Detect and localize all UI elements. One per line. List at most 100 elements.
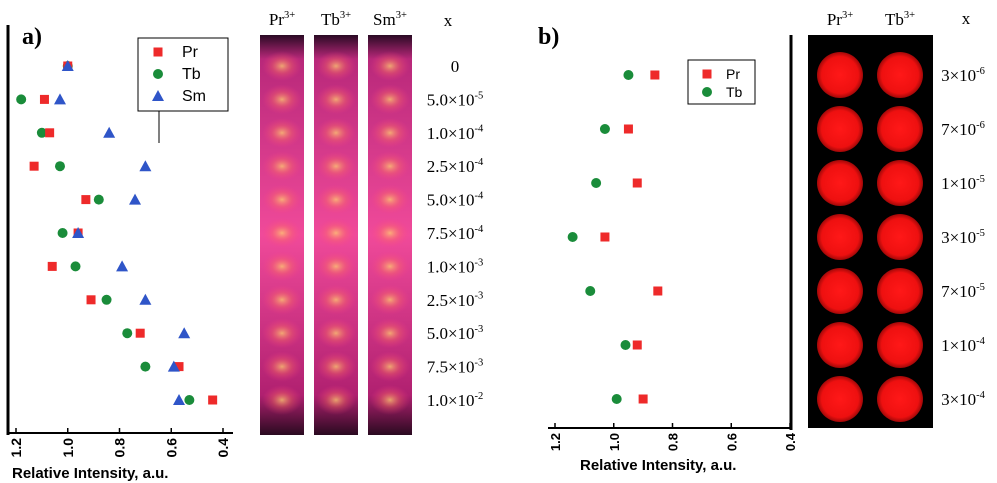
photo-dot-b-tb <box>877 106 923 152</box>
concentration-labels-b: 3×10-6 7×10-6 1×10-5 3×10-5 7×10-5 1×10-4 3×10… <box>941 66 986 409</box>
photo-well-a <box>316 84 356 115</box>
photo-well-a <box>370 351 410 382</box>
legend-marker-b-tb <box>702 87 712 97</box>
point-a-tb <box>140 361 151 372</box>
point-b-pr <box>600 232 610 242</box>
legend-label-a: Pr <box>182 44 199 61</box>
x-axis-label-a: Relative Intensity, a.u. <box>12 465 168 482</box>
point-a-sm <box>139 160 152 172</box>
photo-well-a <box>316 151 356 182</box>
point-a-tb <box>16 94 27 105</box>
point-a-tb <box>70 261 81 272</box>
point-a-pr <box>45 128 55 138</box>
x-ticks-a: 1.2 1.0 0.8 0.6 0.4 <box>8 428 231 457</box>
column-header-a: Sm3+ <box>373 10 407 29</box>
photo-well-a <box>316 284 356 315</box>
photo-dot-b-pr <box>817 268 863 314</box>
point-b-tb <box>585 286 596 296</box>
column-header-b: Pr3+ <box>827 10 853 29</box>
point-a-sm <box>129 193 142 205</box>
photo-well-a <box>262 351 302 382</box>
concentration-label-a: 2.5×10-4 <box>427 157 484 176</box>
x-tick-label-a: 1.2 <box>8 438 24 458</box>
panel-a: a) 1.2 1.0 0.8 0.6 0.4 Relative Intensity, a… <box>6 10 484 482</box>
point-b-tb <box>591 178 602 188</box>
concentration-label-b: 3×10-5 <box>941 228 985 247</box>
point-a-tb <box>101 294 112 305</box>
photo-dot-b-tb <box>877 376 923 422</box>
x-tick-label-a: 0.6 <box>163 438 179 458</box>
points-b <box>567 70 663 404</box>
point-b-tb <box>567 232 578 242</box>
concentration-label-b: 7×10-6 <box>941 120 985 139</box>
point-b-tb <box>599 124 610 134</box>
concentration-label-a: 5.0×10-5 <box>427 90 484 109</box>
legend-marker-a-pr <box>153 47 163 57</box>
concentration-label-a: 1.0×10-2 <box>427 391 484 410</box>
legend-b: Pr Tb <box>687 59 756 105</box>
concentration-label-b: 1×10-5 <box>941 174 985 193</box>
x-tick-label-b: 0.6 <box>724 433 739 451</box>
point-a-pr <box>86 295 96 305</box>
concentration-label-a: 7.5×10-4 <box>427 224 484 243</box>
x-axis-label-b: Relative Intensity, a.u. <box>580 457 736 474</box>
x-tick-label-a: 0.4 <box>215 438 231 458</box>
photo-well-a <box>262 84 302 115</box>
column-headers-b: Pr3+ Tb3+ x <box>827 9 971 29</box>
point-a-pr <box>135 328 145 338</box>
panel-b: b) 1.2 1.0 0.8 0.6 0.4 Relative Intensity, a… <box>538 9 986 474</box>
point-a-pr <box>47 261 57 271</box>
photo-well-a <box>262 184 302 215</box>
point-a-tb <box>122 328 133 339</box>
legend-a: Pr Tb Sm <box>137 37 229 143</box>
point-a-pr <box>174 362 184 372</box>
photo-dot-b-tb <box>877 268 923 314</box>
photo-well-a <box>370 84 410 115</box>
concentration-labels-a: 0 5.0×10-5 1.0×10-4 2.5×10-4 5.0×10-4 7.5×10-… <box>427 57 484 410</box>
photo-well-a <box>316 117 356 148</box>
point-a-sm <box>61 60 74 71</box>
concentration-label-a: 0 <box>451 57 460 76</box>
point-a-tb <box>36 127 47 138</box>
point-a-sm <box>72 227 85 238</box>
legend-label-a: Sm <box>182 88 206 105</box>
point-b-tb <box>620 340 631 350</box>
concentration-label-a: 2.5×10-3 <box>427 291 484 310</box>
photo-well-a <box>262 117 302 148</box>
photo-dots-b <box>817 52 923 422</box>
x-header-a: x <box>444 11 453 30</box>
panel-label-b: b) <box>538 24 559 50</box>
photo-well-a <box>262 318 302 349</box>
photo-dot-b-pr <box>817 322 863 368</box>
point-a-sm <box>178 327 191 339</box>
point-b-pr <box>638 394 648 404</box>
photo-well-a <box>262 385 302 415</box>
point-a-sm <box>116 260 129 272</box>
photo-well-a <box>370 284 410 315</box>
point-a-pr <box>29 161 39 171</box>
photo-dot-b-pr <box>817 52 863 98</box>
column-header-b: Tb3+ <box>885 10 915 29</box>
photo-well-a <box>262 218 302 248</box>
x-tick-label-b: 0.8 <box>666 433 681 451</box>
photo-well-a <box>316 385 356 415</box>
photo-dot-b-pr <box>817 106 863 152</box>
legend-marker-a-tb <box>153 69 163 79</box>
point-a-sm <box>173 394 186 405</box>
x-tick-label-a: 1.0 <box>60 438 76 458</box>
point-a-sm <box>53 93 66 105</box>
legend-label-b: Tb <box>726 84 743 100</box>
legend-marker-b-pr <box>702 69 712 79</box>
x-tick-label-b: 1.2 <box>548 433 563 451</box>
photo-well-a <box>316 351 356 382</box>
photo-well-a <box>316 218 356 248</box>
point-a-tb <box>93 194 104 205</box>
column-header-a: Pr3+ <box>269 10 295 29</box>
point-a-pr <box>81 195 91 205</box>
concentration-label-b: 3×10-6 <box>941 66 985 85</box>
point-a-sm <box>167 360 180 372</box>
photo-well-a <box>370 218 410 248</box>
legend-box-b <box>687 59 756 105</box>
photo-well-a <box>370 318 410 349</box>
